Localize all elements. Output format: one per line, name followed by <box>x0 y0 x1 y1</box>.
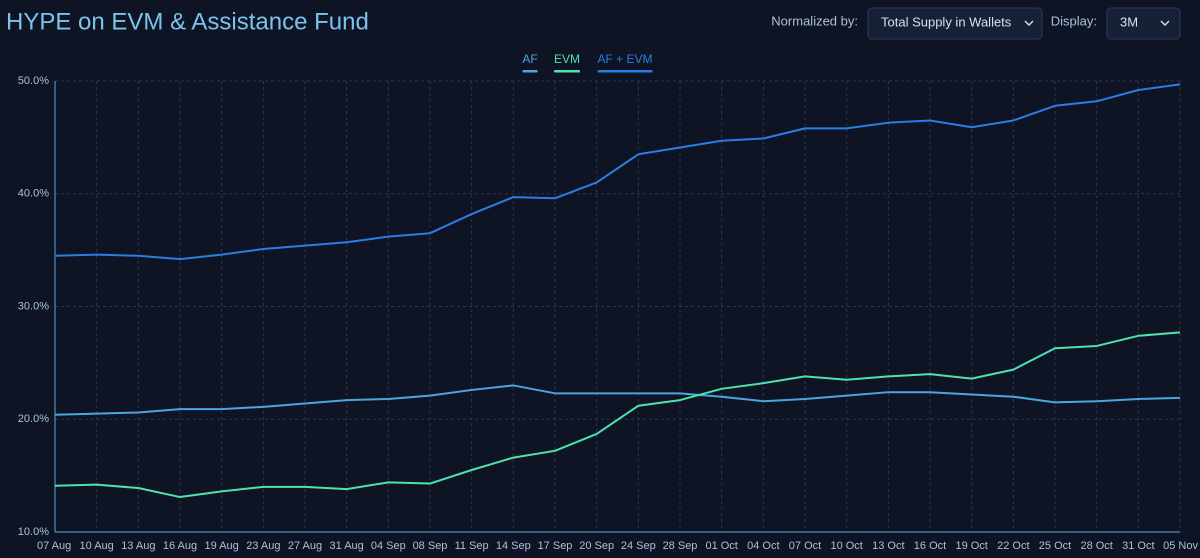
control-label: Display: <box>1051 13 1097 28</box>
x-tick-label: 31 Oct <box>1122 540 1154 552</box>
chevron <box>1024 20 1034 26</box>
y-tick-label: 50.0% <box>18 75 49 87</box>
x-tick-label: 13 Oct <box>872 540 904 552</box>
x-tick-label: 10 Aug <box>80 540 114 552</box>
legend-label: EVM <box>554 52 580 66</box>
x-tick-label: 20 Sep <box>579 540 614 552</box>
legend-label: AF + EVM <box>597 52 652 66</box>
x-tick-label: 23 Aug <box>246 540 280 552</box>
legend-swatch <box>597 70 653 73</box>
series-line <box>54 83 1181 261</box>
x-tick-label: 19 Oct <box>955 540 987 552</box>
x-tick-label: 24 Sep <box>621 540 656 552</box>
series-line <box>54 384 1181 416</box>
select-normalized[interactable] <box>867 7 1043 40</box>
x-tick-label: 19 Aug <box>205 540 239 552</box>
x-tick-label: 11 Sep <box>455 540 489 552</box>
series-line <box>54 331 1181 499</box>
x-tick-label: 27 Aug <box>288 540 322 552</box>
chevron <box>1160 20 1170 26</box>
x-tick-label: 07 Oct <box>789 540 821 552</box>
x-tick-label: 10 Oct <box>830 540 862 552</box>
x-tick-label: 17 Sep <box>538 540 573 552</box>
x-tick-label: 25 Oct <box>1039 540 1071 552</box>
y-tick-label: 30.0% <box>18 300 49 312</box>
chart-title: HYPE on EVM & Assistance Fund <box>6 8 369 35</box>
control-label: Normalized by: <box>771 13 858 28</box>
select-value[interactable]: Total Supply in Wallets <box>881 14 1012 29</box>
x-tick-label: 01 Oct <box>705 540 737 552</box>
x-tick-label: 07 Aug <box>37 540 71 552</box>
legend-label: AF <box>522 52 537 66</box>
legend-swatch <box>553 70 581 73</box>
x-tick-label: 14 Sep <box>496 540 531 552</box>
x-tick-label: 28 Oct <box>1080 540 1112 552</box>
select-display[interactable] <box>1106 7 1181 40</box>
y-tick-label: 20.0% <box>18 413 49 425</box>
y-tick-label: 10.0% <box>18 526 49 538</box>
x-tick-label: 04 Sep <box>371 540 406 552</box>
x-tick-label: 28 Sep <box>663 540 698 552</box>
x-tick-label: 16 Aug <box>163 540 197 552</box>
x-tick-label: 08 Sep <box>413 540 448 552</box>
x-tick-label: 04 Oct <box>747 540 779 552</box>
x-tick-label: 22 Oct <box>997 540 1029 552</box>
legend-swatch <box>522 70 538 73</box>
x-tick-label: 16 Oct <box>914 540 946 552</box>
select-value[interactable]: 3M <box>1120 14 1138 29</box>
x-tick-label: 05 Nov <box>1163 540 1198 552</box>
x-tick-label: 31 Aug <box>330 540 364 552</box>
x-tick-label: 13 Aug <box>121 540 155 552</box>
y-tick-label: 40.0% <box>18 188 49 200</box>
